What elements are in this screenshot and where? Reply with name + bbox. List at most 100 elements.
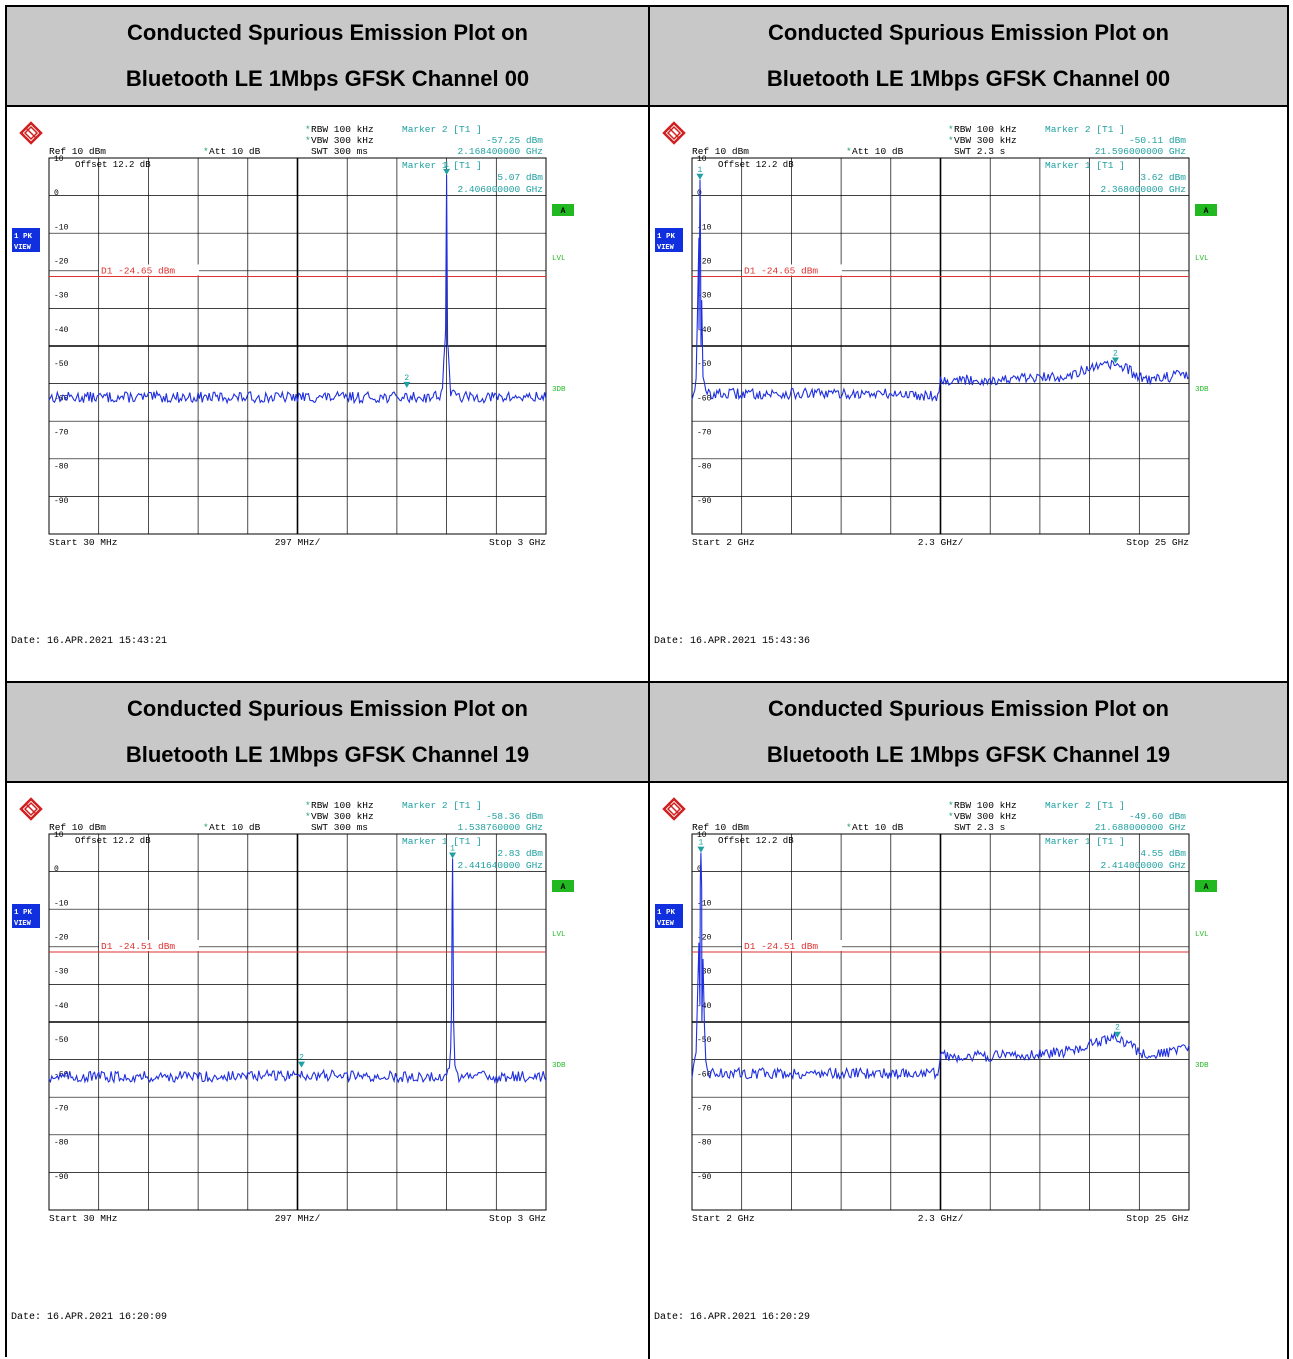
- y-tick-label: -40: [54, 1002, 69, 1011]
- marker-2-label: 2: [404, 374, 409, 383]
- stop-frequency-label: Stop 3 GHz: [489, 537, 546, 548]
- plot-header: Conducted Spurious Emission Plot on Bluet…: [650, 683, 1289, 783]
- spectrum-trace: [48, 858, 547, 1085]
- marker-1-label: 1: [444, 161, 449, 170]
- marker2-title: Marker 2 [T1 ]: [1045, 124, 1125, 135]
- trace-a-label: A: [1204, 207, 1209, 216]
- reference-level-label: Ref 10 dBm: [692, 146, 749, 157]
- marker1-level: 5.07 dBm: [497, 172, 543, 183]
- spectrum-trace: [691, 852, 1190, 1081]
- y-tick-label: -80: [54, 1139, 69, 1148]
- star-icon: *: [203, 146, 209, 157]
- star-icon: *: [305, 811, 311, 822]
- stop-frequency-label: Stop 25 GHz: [1126, 537, 1189, 548]
- marker1-frequency: 2.368000000 GHz: [1100, 184, 1186, 195]
- 3db-indicator: 3DB: [552, 386, 566, 394]
- start-frequency-label: Start 30 MHz: [49, 537, 117, 548]
- marker1-title: Marker 1 [T1 ]: [402, 160, 482, 171]
- trace-pk-view-box: [655, 228, 683, 252]
- spectrum-analyzer-screenshot: Ref 10 dBm * Att 10 dB* RBW 100 kHz* VBW 300…: [11, 797, 574, 1323]
- limit-label-bg: [742, 264, 842, 276]
- y-tick-label: -10: [54, 223, 69, 232]
- star-icon: *: [305, 135, 311, 146]
- trace-view-label: VIEW: [14, 244, 32, 252]
- marker-2-triangle: [403, 381, 411, 388]
- plot-header-line1: Conducted Spurious Emission Plot on: [127, 696, 528, 721]
- limit-label-bg: [99, 264, 199, 276]
- 3db-indicator: 3DB: [1195, 1062, 1209, 1070]
- y-tick-label: -30: [697, 968, 712, 977]
- y-tick-label: -20: [54, 258, 69, 267]
- trace-a-label: A: [561, 883, 566, 892]
- trace-pk-label: 1 PK: [14, 909, 33, 917]
- attenuation-label: Att 10 dB: [209, 146, 261, 157]
- plot-header-line1: Conducted Spurious Emission Plot on: [127, 20, 528, 45]
- plot-header: Conducted Spurious Emission Plot on Bluet…: [7, 683, 650, 783]
- span-per-div-label: 2.3 GHz/: [918, 537, 964, 548]
- y-tick-label: -80: [697, 1139, 712, 1148]
- offset-label: Offset 12.2 dB: [718, 836, 794, 846]
- marker2-frequency: 1.538760000 GHz: [457, 822, 543, 833]
- span-per-div-label: 297 MHz/: [275, 537, 321, 548]
- rbw-label: RBW 100 kHz: [311, 124, 374, 135]
- limit-label-bg: [742, 939, 842, 951]
- rbw-label: RBW 100 kHz: [954, 124, 1017, 135]
- y-tick-label: -80: [697, 463, 712, 472]
- marker-2-label: 2: [299, 1054, 304, 1063]
- start-frequency-label: Start 2 GHz: [692, 1213, 755, 1224]
- trace-view-label: VIEW: [657, 244, 675, 252]
- y-tick-label: -90: [697, 1173, 712, 1182]
- y-tick-label: -30: [697, 292, 712, 301]
- lvl-indicator: LVL: [1195, 255, 1209, 263]
- plot-header: Conducted Spurious Emission Plot on Bluet…: [7, 7, 650, 107]
- star-icon: *: [305, 800, 311, 811]
- attenuation-label: Att 10 dB: [852, 822, 904, 833]
- attenuation-label: Att 10 dB: [209, 822, 261, 833]
- plot-header: Conducted Spurious Emission Plot on Bluet…: [650, 7, 1289, 107]
- spectrum-analyzer-screenshot: Ref 10 dBm * Att 10 dB* RBW 100 kHz* VBW 300…: [11, 121, 574, 647]
- star-icon: *: [305, 124, 311, 135]
- marker2-title: Marker 2 [T1 ]: [402, 124, 482, 135]
- limit-line-label: D1 -24.51 dBm: [101, 941, 175, 952]
- vbw-label: VBW 300 kHz: [311, 135, 374, 146]
- marker-1-triangle: [697, 846, 705, 853]
- y-tick-label: -60: [54, 1070, 69, 1079]
- star-icon: *: [948, 124, 954, 135]
- plot-header-line2: Bluetooth LE 1Mbps GFSK Channel 19: [766, 742, 1171, 767]
- y-tick-label: 10: [697, 155, 707, 164]
- spectrum-trace: [48, 174, 547, 405]
- y-tick-label: 10: [697, 831, 707, 840]
- marker-1-label: 1: [450, 845, 455, 854]
- plot-header-line1: Conducted Spurious Emission Plot on: [768, 696, 1169, 721]
- marker-2-triangle: [1113, 1031, 1121, 1038]
- y-tick-label: -70: [697, 428, 712, 437]
- y-tick-label: -50: [54, 360, 69, 369]
- marker1-level: 3.62 dBm: [1140, 172, 1186, 183]
- y-tick-label: -20: [697, 934, 712, 943]
- trace-pk-label: 1 PK: [14, 233, 33, 241]
- attenuation-label: Att 10 dB: [852, 146, 904, 157]
- y-tick-label: -60: [697, 1070, 712, 1079]
- y-tick-label: -10: [54, 899, 69, 908]
- marker2-frequency: 2.168400000 GHz: [457, 146, 543, 157]
- plot-header-line2: Bluetooth LE 1Mbps GFSK Channel 19: [125, 742, 530, 767]
- trace-view-label: VIEW: [14, 920, 32, 928]
- plot-header-line2: Bluetooth LE 1Mbps GFSK Channel 00: [766, 66, 1171, 91]
- trace-pk-view-box: [12, 228, 40, 252]
- marker1-frequency: 2.406000000 GHz: [457, 184, 543, 195]
- marker-1-label: 1: [698, 166, 703, 175]
- start-frequency-label: Start 2 GHz: [692, 537, 755, 548]
- y-tick-label: 10: [54, 155, 64, 164]
- marker1-level: 4.55 dBm: [1140, 848, 1186, 859]
- marker-2-label: 2: [1115, 1024, 1120, 1033]
- marker2-level: -57.25 dBm: [486, 135, 543, 146]
- star-icon: *: [948, 135, 954, 146]
- limit-label-bg: [99, 939, 199, 951]
- y-tick-label: -30: [54, 292, 69, 301]
- spectrum-plot-cell: Ref 10 dBm * Att 10 dB * RBW 100 kHz * VBW 300…: [7, 783, 650, 1359]
- marker1-title: Marker 1 [T1 ]: [1045, 160, 1125, 171]
- marker2-frequency: 21.596000000 GHz: [1095, 146, 1186, 157]
- y-tick-label: -50: [697, 1036, 712, 1045]
- graticule: [48, 157, 547, 535]
- graticule: [691, 833, 1190, 1211]
